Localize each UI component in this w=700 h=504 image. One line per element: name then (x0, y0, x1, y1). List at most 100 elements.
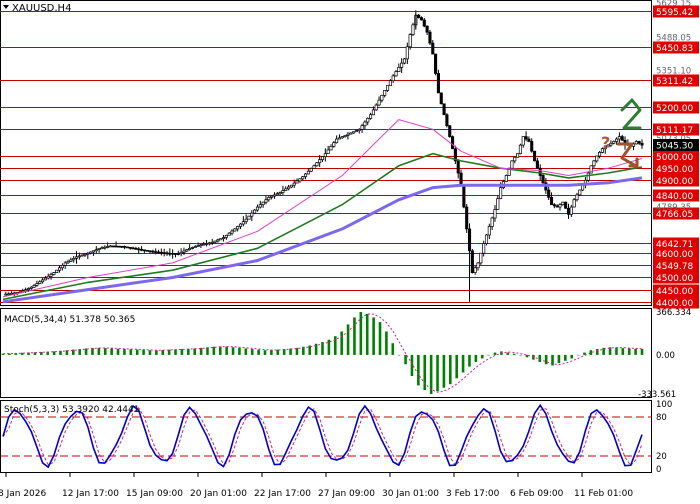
time-tick-6: 30 Jan 01:00 (382, 489, 439, 499)
up-arrow-icon (620, 98, 642, 130)
macd-bar-70 (449, 354, 452, 385)
candle-body-92 (261, 201, 265, 205)
candle-body-212 (600, 148, 604, 153)
candle-body-166 (470, 250, 474, 273)
macd-bar-30 (193, 348, 196, 355)
candle-body-140 (397, 67, 401, 72)
level-label-7: 4900.00 (656, 177, 693, 187)
candle-body-27 (77, 255, 81, 258)
time-tick-2: 15 Jan 09:00 (126, 489, 183, 499)
candle-body-29 (83, 253, 87, 256)
macd-bar-39 (250, 349, 254, 355)
candle-body-38 (108, 245, 112, 248)
candle-body-22 (63, 262, 67, 266)
candle-body-225 (637, 141, 641, 144)
moving-averages: ? (2, 98, 643, 304)
macd-bar-88 (564, 354, 567, 361)
macd-tick-1: 0.00 (656, 351, 675, 361)
candle-body-187 (530, 141, 534, 152)
level-label-11: 4600.00 (656, 250, 693, 260)
macd-bar-68 (436, 354, 439, 392)
candle-body-178 (504, 175, 508, 182)
candle-body-155 (439, 92, 443, 105)
candle-body-144 (408, 34, 412, 48)
candle-body-143 (405, 46, 409, 60)
price-levels: 5595.42 5450.83 5311.42 5200.00 5111.17 5000.… (0, 5, 699, 309)
candle-body-51 (145, 249, 149, 252)
level-label-9: 4766.05 (656, 210, 693, 220)
candle-body-54 (154, 251, 158, 253)
candle-body-203 (575, 194, 579, 201)
candle-body-91 (258, 204, 262, 208)
time-tick-8: 6 Feb 09:00 (510, 489, 564, 499)
candle-body-8 (24, 289, 28, 292)
candle-body-45 (128, 247, 132, 249)
candle-body-127 (360, 125, 364, 130)
candle-body-17 (49, 274, 53, 277)
macd-bar-93 (595, 349, 599, 355)
level-badge-10 (653, 237, 699, 250)
level-label-2: 5311.42 (656, 77, 693, 87)
candle-body-78 (221, 237, 226, 239)
macd-bar-45 (289, 348, 292, 355)
candle-body-35 (100, 247, 104, 250)
candle-body-15 (43, 277, 47, 281)
macd-bar-32 (206, 347, 209, 355)
candle-body-74 (210, 241, 214, 244)
candle-body-105 (298, 178, 302, 182)
macd-bar-22 (142, 349, 145, 355)
candle-body-138 (391, 75, 395, 82)
candle-body-181 (513, 156, 517, 162)
macd-bar-17 (110, 348, 113, 355)
macd-bar-27 (174, 349, 177, 355)
candle-body-218 (617, 136, 621, 140)
candle-body-99 (281, 190, 285, 193)
candle-body-201 (569, 206, 573, 215)
macd-bar-42 (270, 349, 273, 355)
level-badge-1 (653, 41, 699, 54)
stoch-tick-1: 80 (656, 413, 667, 423)
candle-body-46 (131, 247, 135, 250)
candle-body-75 (213, 240, 217, 243)
candle-body-175 (496, 198, 500, 210)
candle-body-148 (419, 17, 424, 21)
candle-body-69 (196, 245, 200, 247)
level-badge-2 (653, 74, 699, 87)
candle-body-63 (179, 252, 183, 255)
macd-bar-49 (314, 343, 318, 355)
candle-body-184 (521, 136, 525, 146)
level-label-3: 5200.00 (656, 104, 693, 114)
macd-bar-2 (14, 353, 18, 355)
candle-body-130 (369, 114, 373, 119)
macd-bar-14 (91, 347, 94, 355)
macd-bar-79 (506, 352, 510, 355)
candle-body-122 (346, 133, 350, 136)
candle-body-3 (9, 292, 14, 295)
macd-bar-71 (455, 354, 458, 379)
macd-bar-23 (148, 350, 152, 355)
macd-bar-15 (97, 347, 101, 355)
candle-body-87 (247, 215, 251, 220)
candle-body-19 (55, 269, 59, 273)
candle-body-136 (385, 85, 390, 91)
macd-bar-96 (615, 347, 618, 355)
candle-body-200 (566, 207, 571, 215)
level-label-5: 5000.00 (656, 153, 693, 163)
candle-body-149 (422, 19, 426, 27)
macd-bar-43 (276, 349, 280, 355)
candle-body-219 (620, 136, 624, 141)
candle-body-13 (38, 281, 42, 284)
candle-body-199 (564, 201, 568, 209)
macd-bar-91 (583, 352, 586, 355)
candle-body-131 (371, 109, 375, 116)
level-badge-11 (653, 247, 699, 260)
macd-bar-61 (391, 343, 395, 355)
candle-body-62 (176, 253, 180, 255)
macd-tick-0: 366.334 (656, 308, 691, 318)
question-mark: ? (601, 133, 610, 152)
candle-body-190 (538, 167, 542, 176)
panel-frame-1 (0, 0, 652, 306)
candle-body-96 (272, 194, 276, 197)
level-badge-7 (653, 174, 699, 187)
price-tick-1: 5488.05 (656, 33, 691, 43)
